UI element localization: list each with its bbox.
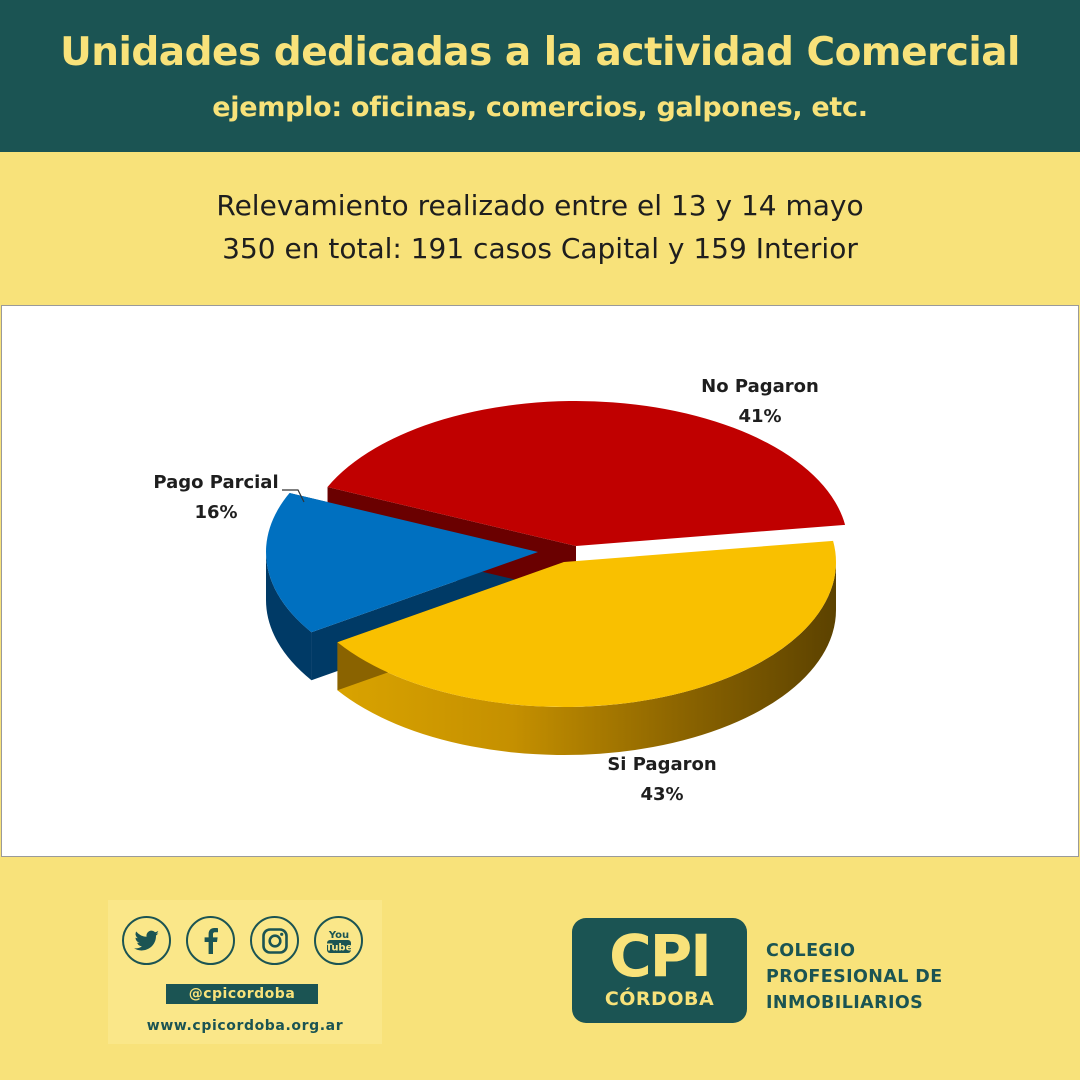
slice-label: Pago Parcial [153, 472, 278, 493]
header-banner: Unidades dedicadas a la actividad Comerc… [0, 0, 1080, 152]
cpi-logo: CPI CÓRDOBA [572, 918, 747, 1023]
youtube-text-top: You [327, 930, 348, 941]
social-handle[interactable]: @cpicordoba [166, 984, 318, 1004]
org-name-line3: INMOBILIARIOS [766, 993, 924, 1013]
survey-dates: Relevamiento realizado entre el 13 y 14 … [216, 189, 864, 222]
slice-value-label: 41% [738, 406, 781, 427]
twitter-icon[interactable] [122, 916, 171, 965]
org-name-line1: COLEGIO [766, 941, 856, 961]
youtube-icon[interactable]: You Tube [314, 916, 363, 965]
social-media-box: You Tube @cpicordoba www.cpicordoba.org.… [108, 900, 382, 1044]
logo-city: CÓRDOBA [604, 988, 715, 1010]
pie-slice-si-pagaron [337, 540, 836, 707]
website-link[interactable]: www.cpicordoba.org.ar [146, 1018, 344, 1034]
page-title: Unidades dedicadas a la actividad Comerc… [60, 30, 1020, 75]
logo-acronym: CPI [609, 922, 712, 990]
slice-label: No Pagaron [701, 376, 819, 397]
facebook-icon[interactable] [186, 916, 235, 965]
org-name-line2: PROFESIONAL DE [766, 967, 943, 987]
pie-slice-no-pagaron [327, 401, 846, 546]
pie-slice-pago-parcial [266, 493, 538, 633]
pie-side-pago-parcial [266, 552, 312, 681]
pie-chart: No Pagaron 41% Si Pagaron 43% Pago Parcial 16… [153, 376, 846, 805]
slice-value-label: 43% [640, 784, 683, 805]
slice-value-label: 16% [194, 502, 237, 523]
chart-panel: No Pagaron 41% Si Pagaron 43% Pago Parcial 16… [1, 305, 1079, 857]
survey-totals: 350 en total: 191 casos Capital y 159 In… [222, 232, 858, 265]
slice-label: Si Pagaron [607, 754, 716, 775]
survey-info: Relevamiento realizado entre el 13 y 14 … [0, 184, 1080, 270]
page-subtitle: ejemplo: oficinas, comercios, galpones, … [212, 92, 868, 123]
youtube-text-bottom: Tube [325, 942, 352, 953]
organization-name: COLEGIO PROFESIONAL DE INMOBILIARIOS [766, 938, 943, 1016]
pie-side-si-pagaron [337, 562, 836, 755]
leader-line [282, 489, 305, 503]
instagram-icon[interactable] [250, 916, 299, 965]
